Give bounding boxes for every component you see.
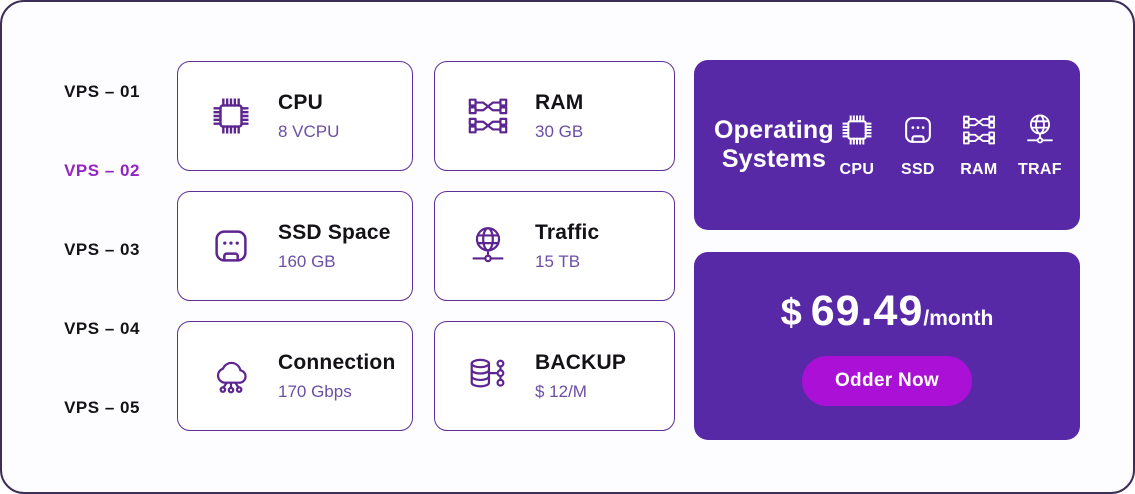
operating-systems-panel: Operating Systems CPU SSD RAM TRAF [694,60,1080,230]
pricing-panel: $ 69.49 /month Odder Now [694,252,1080,440]
vps-plan-list: VPS – 01 VPS – 02 VPS – 03 VPS – 04 VPS … [42,82,162,418]
spec-card-value: $ 12/M [535,381,587,401]
spec-card-connection: Connection 170 Gbps [177,321,413,431]
spec-card-value: 8 VCPU [278,121,340,141]
sidebar-item-vps-02[interactable]: VPS – 02 [64,161,140,180]
spec-card-ram: RAM 30 GB [434,61,675,171]
ssd-icon [899,111,937,149]
spec-cards-grid: CPU 8 VCPU RAM 30 GB SSD Space 160 GB Tr… [177,61,675,431]
os-feature-ssd: SSD [895,111,941,179]
ram-icon [465,93,511,139]
spec-card-traffic: Traffic 15 TB [434,191,675,301]
os-feature-label: SSD [900,161,935,178]
spec-card-text: Connection 170 Gbps [278,351,396,402]
os-panel-title: Operating Systems [714,115,834,174]
spec-card-text: Traffic 15 TB [535,221,599,272]
os-feature-label: RAM [960,161,998,178]
spec-card-backup: BACKUP $ 12/M [434,321,675,431]
os-feature-cpu: CPU [834,111,880,179]
os-feature-label: TRAF [1017,161,1062,178]
sidebar-item-vps-01[interactable]: VPS – 01 [64,82,140,101]
price-amount: 69.49 [810,286,924,335]
spec-card-cpu: CPU 8 VCPU [177,61,413,171]
spec-card-title: SSD Space [278,220,391,244]
spec-card-title: BACKUP [535,350,627,374]
traffic-icon [465,223,511,269]
spec-card-text: SSD Space 160 GB [278,221,391,272]
sidebar-item-vps-04[interactable]: VPS – 04 [64,319,140,338]
price-period: /month [923,306,994,330]
cpu-icon [208,93,254,139]
spec-card-text: BACKUP $ 12/M [535,351,626,402]
sidebar-item-vps-05[interactable]: VPS – 05 [64,398,140,417]
spec-card-title: CPU [278,90,323,114]
ram-icon [960,111,998,149]
spec-card-value: 15 TB [535,251,581,271]
spec-card-title: Connection [278,350,396,374]
os-feature-traf: TRAF [1017,111,1063,179]
connection-icon [208,353,254,399]
ssd-icon [208,223,254,269]
order-now-button[interactable]: Odder Now [802,355,972,406]
sidebar-item-vps-03[interactable]: VPS – 03 [64,240,140,259]
spec-card-value: 30 GB [535,121,584,141]
os-feature-ram: RAM [956,111,1002,179]
os-feature-list: CPU SSD RAM TRAF [834,111,1063,179]
spec-card-title: RAM [535,90,584,114]
backup-icon [465,353,511,399]
spec-card-ssd: SSD Space 160 GB [177,191,413,301]
spec-card-value: 170 Gbps [278,381,352,401]
price-line: $ 69.49 /month [781,287,994,336]
spec-card-title: Traffic [535,220,600,244]
traffic-icon [1021,111,1059,149]
price-currency: $ [780,291,802,334]
spec-card-text: RAM 30 GB [535,91,583,142]
cpu-icon [838,111,876,149]
os-feature-label: CPU [839,161,875,178]
spec-card-text: CPU 8 VCPU [278,91,339,142]
spec-card-value: 160 GB [278,251,336,271]
